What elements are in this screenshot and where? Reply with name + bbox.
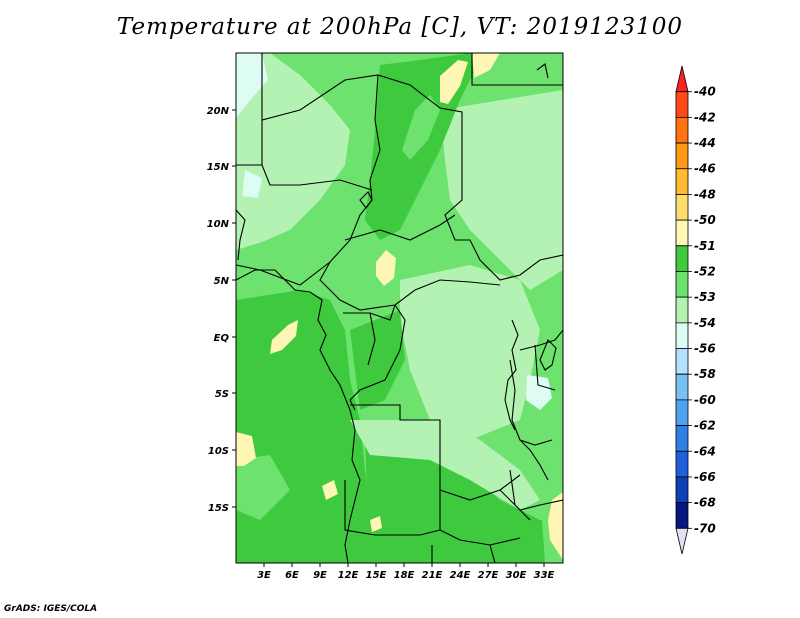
colorbar-swatch: [675, 322, 689, 349]
colorbar-swatch: [675, 168, 689, 195]
colorbar-swatch: [675, 527, 689, 555]
colorbar-swatch: [675, 373, 689, 401]
chart-title: Temperature at 200hPa [C], VT: 201912310…: [116, 14, 684, 40]
lon-label: 9E: [313, 570, 327, 581]
lon-label: 21E: [422, 570, 443, 581]
lon-label: 3E: [257, 570, 271, 581]
colorbar: -40 -42 -44 -46 -48 -50 -51 -52 -53 -54 -56 -58 -60 -…: [675, 65, 716, 555]
credit-text: GrADS: IGES/COLA: [4, 604, 98, 614]
colorbar-swatch: [675, 502, 689, 529]
lat-label: 15N: [207, 162, 230, 173]
colorbar-label: -46: [694, 162, 716, 176]
colorbar-swatch: [675, 245, 689, 272]
colorbar-label: -40: [694, 85, 716, 99]
colorbar-label: -42: [694, 110, 716, 124]
colorbar-swatch: [675, 219, 689, 247]
colorbar-label: -50: [694, 213, 716, 227]
coastlines: [236, 63, 557, 563]
map-frame: [235, 52, 564, 564]
lat-label: 5N: [214, 276, 230, 287]
lon-label: 6E: [285, 570, 299, 581]
colorbar-label: -66: [694, 470, 716, 484]
colorbar-swatch: [675, 142, 689, 170]
lon-label: 27E: [478, 570, 499, 581]
axis-tick-marks: [232, 109, 545, 567]
colorbar-swatch: [675, 91, 689, 118]
colorbar-label: -58: [694, 367, 716, 381]
colorbar-label: -52: [694, 264, 716, 278]
colorbar-label: -53: [694, 290, 716, 304]
colorbar-label: -62: [694, 419, 716, 433]
lat-label: 15S: [208, 503, 229, 514]
colorbar-label: -70: [694, 521, 716, 535]
lon-label: 24E: [450, 570, 471, 581]
lat-label: 10S: [208, 446, 229, 457]
lon-label: 30E: [506, 570, 527, 581]
lat-label: 20N: [207, 106, 230, 117]
colorbar-label: -48: [694, 187, 716, 201]
colorbar-label: -56: [694, 342, 716, 356]
colorbar-swatch: [675, 271, 689, 298]
colorbar-label: -54: [694, 316, 716, 330]
colorbar-swatch: [675, 65, 689, 93]
lon-label: 15E: [366, 570, 387, 581]
longitude-labels: 3E 6E 9E 12E 15E 18E 21E 24E 27E 30E 33E: [257, 570, 554, 581]
lon-label: 18E: [394, 570, 415, 581]
colorbar-swatch: [675, 399, 689, 426]
colorbar-label: -60: [694, 393, 716, 407]
lat-label: EQ: [214, 333, 230, 344]
colorbar-swatch: [675, 194, 689, 221]
latitude-labels: 20N 15N 10N 5N EQ 5S 10S 15S: [207, 106, 230, 514]
lon-label: 12E: [338, 570, 359, 581]
country-borders: [236, 53, 563, 563]
lat-label: 10N: [207, 219, 230, 230]
colorbar-swatch: [675, 348, 689, 375]
colorbar-label: -68: [694, 496, 716, 510]
colorbar-swatch: [675, 296, 689, 324]
colorbar-label: -64: [694, 444, 716, 458]
colorbar-swatch: [675, 116, 689, 144]
colorbar-label: -44: [694, 136, 716, 150]
lat-label: 5S: [215, 389, 229, 400]
colorbar-swatch: [675, 425, 689, 452]
lon-label: 33E: [534, 570, 555, 581]
colorbar-swatch: [675, 476, 689, 504]
colorbar-swatch: [675, 450, 689, 478]
temperature-field: [236, 53, 563, 563]
colorbar-label: -51: [694, 239, 716, 253]
